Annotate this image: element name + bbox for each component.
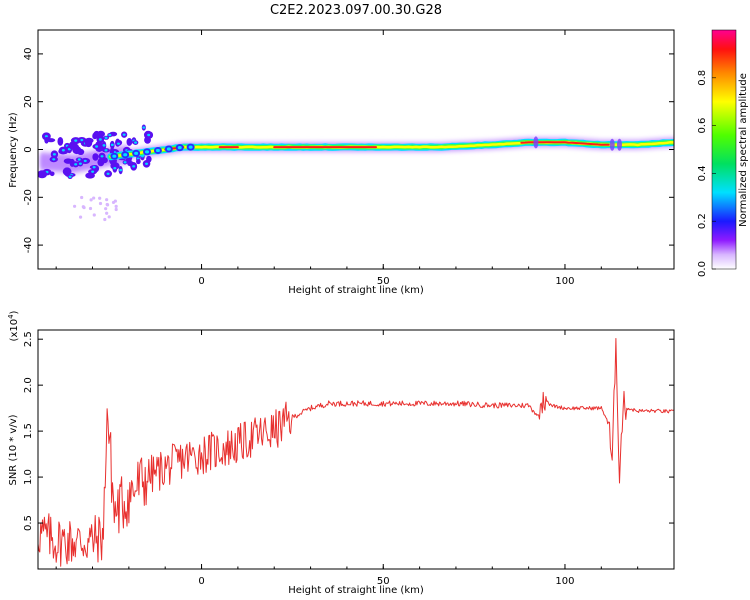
colorbar-tick-label: 0.8 <box>697 70 708 86</box>
snr-x-tick-label: 0 <box>198 576 204 587</box>
spectrogram-y-tick-label: 0 <box>23 146 34 152</box>
colorbar: 0.0 0.2 0.4 0.6 0.8 Normalized spectral ampl… <box>697 29 749 277</box>
snr-x-tick-label: 50 <box>377 576 390 587</box>
snr-x-label: Height of straight line (km) <box>288 585 424 596</box>
snr-multiplier: (x104) <box>7 310 20 341</box>
colorbar-tick-label: 0.2 <box>697 213 708 229</box>
spectrogram-panel: 0 50 100 -40 -20 0 20 40 Height of straight lin… <box>8 29 675 296</box>
spectrogram-y-tick-label: -20 <box>23 189 34 205</box>
snr-y-tick-label: 1.0 <box>23 469 34 485</box>
snr-series-line <box>38 338 674 567</box>
snr-plot-area <box>38 330 674 569</box>
snr-y-tick-label: 2.5 <box>23 331 34 347</box>
colorbar-tick-label: 0.0 <box>697 261 708 277</box>
figure-title: C2E2.2023.097.00.30.G28 <box>270 3 442 18</box>
spectrogram-x-tick-label: 50 <box>377 276 390 287</box>
spectrogram-x-label: Height of straight line (km) <box>288 285 424 296</box>
colorbar-tick-label: 0.6 <box>697 118 708 134</box>
spectrogram-x-tick-label: 100 <box>555 276 574 287</box>
snr-panel: 0 50 100 0.5 1.0 1.5 2.0 2.5 Height of straight… <box>7 310 675 596</box>
snr-y-tick-label: 2.0 <box>23 377 34 393</box>
snr-x-tick-label: 100 <box>555 576 574 587</box>
colorbar-tick-label: 0.4 <box>697 165 708 181</box>
colorbar-label: Normalized spectral amplitude <box>738 73 749 227</box>
spectrogram-y-tick-label: -40 <box>23 237 34 253</box>
colorbar-ticks: 0.0 0.2 0.4 0.6 0.8 <box>697 70 716 277</box>
snr-y-tick-label: 1.5 <box>23 423 34 439</box>
spectrogram-y-label: Frequency (Hz) <box>8 112 19 188</box>
colorbar-gradient <box>712 30 736 269</box>
spectrogram-y-tick-label: 40 <box>23 48 34 61</box>
snr-y-label: SNR (10 * v/v) <box>8 414 19 485</box>
snr-axes: 0 50 100 0.5 1.0 1.5 2.0 2.5 <box>23 330 675 587</box>
spectrogram-x-tick-label: 0 <box>198 276 204 287</box>
snr-y-tick-label: 0.5 <box>23 515 34 531</box>
spectrogram-axes: 0 50 100 -40 -20 0 20 40 <box>23 30 675 287</box>
spectrogram-y-tick-label: 20 <box>23 95 34 108</box>
spectrogram-image <box>38 124 674 222</box>
